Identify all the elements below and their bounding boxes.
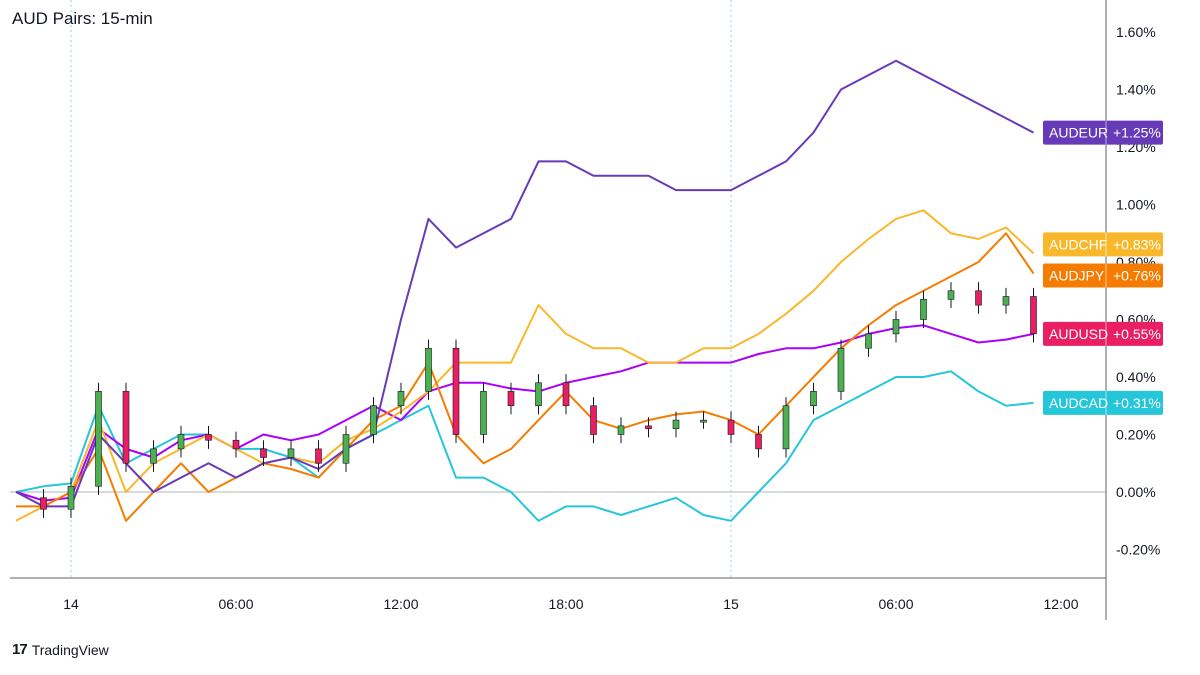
x-tick-label: 12:00 xyxy=(1043,596,1078,612)
candle-body xyxy=(727,419,735,435)
candle-body xyxy=(232,439,240,450)
candle-body xyxy=(1002,296,1010,306)
candle-body xyxy=(480,391,487,435)
candle-body xyxy=(865,333,872,349)
candle-body xyxy=(287,448,295,458)
candle-body xyxy=(755,434,762,450)
candle-body xyxy=(810,391,817,407)
x-tick-label: 06:00 xyxy=(878,596,913,612)
candle-body xyxy=(975,290,982,306)
candle-body xyxy=(67,485,75,510)
candle-body xyxy=(315,448,322,464)
x-tick-label: 18:00 xyxy=(548,596,583,612)
badge-symbol-label: AUDJPY xyxy=(1049,268,1105,284)
x-tick-label: 14 xyxy=(63,596,79,612)
badge-symbol-label: AUDEUR xyxy=(1049,125,1108,141)
day-separators xyxy=(70,0,732,578)
y-tick-label: -0.20% xyxy=(1116,542,1160,558)
candle-body xyxy=(672,419,680,430)
y-tick-label: 0.20% xyxy=(1116,427,1156,443)
candle-body xyxy=(617,425,625,435)
badge-change-label: +0.55% xyxy=(1113,326,1161,342)
badge-audeur: AUDEUR +1.25% xyxy=(1043,120,1163,145)
x-tick-label: 06:00 xyxy=(218,596,253,612)
tradingview-logo-icon: 17 xyxy=(12,641,28,658)
series-unlabeled-line xyxy=(15,324,1034,502)
time-axis-ticks: 14 06:00 12:00 18:00 15 06:00 12:00 xyxy=(63,596,1079,612)
badge-audchf: AUDCHF +0.83% xyxy=(1043,232,1163,257)
series-audcad-line xyxy=(15,370,1034,522)
candle-body xyxy=(837,347,845,392)
badge-bg xyxy=(1043,321,1163,346)
candle-body xyxy=(177,434,185,450)
candle-body xyxy=(1030,296,1037,335)
tradingview-brand[interactable]: 17 TradingView xyxy=(12,641,109,658)
y-tick-label: 0.00% xyxy=(1116,484,1156,500)
badge-symbol-label: AUDUSD xyxy=(1049,326,1108,342)
series-badges: AUDEUR +1.25% AUDCHF +0.83% AUDJPY +0.76% AUDU… xyxy=(1043,120,1163,415)
candle-body xyxy=(892,319,900,335)
candle-body xyxy=(535,382,542,407)
candle-body xyxy=(370,405,377,435)
candle-body xyxy=(397,391,405,407)
badge-change-label: +0.76% xyxy=(1113,268,1161,284)
candle-body xyxy=(700,419,707,423)
candle-body xyxy=(452,347,460,435)
badge-bg xyxy=(1043,390,1163,415)
badge-symbol-label: AUDCAD xyxy=(1049,395,1108,411)
price-axis-ticks: 1.60%1.40%1.20%1.00%0.80%0.60%0.40%0.20%… xyxy=(1116,24,1160,558)
candle-body xyxy=(342,434,350,464)
series-audchf-line xyxy=(15,209,1035,522)
candle-body xyxy=(947,290,955,300)
series-lines xyxy=(15,59,1037,522)
candle-body xyxy=(150,448,157,464)
badge-bg xyxy=(1043,263,1163,288)
candle-body xyxy=(260,448,267,458)
y-tick-label: 1.40% xyxy=(1116,82,1156,98)
series-audjpy-line xyxy=(16,232,1035,522)
candle-body xyxy=(645,425,652,430)
candle-body xyxy=(95,391,102,487)
y-tick-label: 1.60% xyxy=(1116,24,1156,40)
series-audeur-line xyxy=(15,59,1034,508)
candle-body xyxy=(425,347,432,392)
x-tick-label: 12:00 xyxy=(383,596,418,612)
badge-audjpy: AUDJPY +0.76% xyxy=(1043,263,1163,288)
series-audusd-candles xyxy=(40,282,1037,518)
badge-symbol-label: AUDCHF xyxy=(1049,236,1107,252)
candle-body xyxy=(507,391,515,407)
x-tick-label: 15 xyxy=(723,596,739,612)
candle-body xyxy=(40,497,47,510)
badge-change-label: +0.31% xyxy=(1113,395,1161,411)
candle-body xyxy=(205,434,212,441)
chart-title: AUD Pairs: 15-min xyxy=(12,9,153,28)
y-tick-label: 0.40% xyxy=(1116,369,1156,385)
candle-body xyxy=(122,391,130,464)
candle-body xyxy=(920,299,927,320)
badge-bg xyxy=(1043,120,1163,145)
candle-body xyxy=(782,405,790,450)
candle-body xyxy=(562,382,570,407)
badge-change-label: +1.25% xyxy=(1113,125,1161,141)
y-tick-label: 1.00% xyxy=(1116,197,1156,213)
badge-audusd: AUDUSD +0.55% xyxy=(1043,321,1163,346)
badge-audcad: AUDCAD +0.31% xyxy=(1043,390,1163,415)
badge-change-label: +0.83% xyxy=(1113,236,1161,252)
badge-bg xyxy=(1043,232,1163,257)
candle-body xyxy=(590,405,597,435)
brand-name: TradingView xyxy=(31,641,109,658)
